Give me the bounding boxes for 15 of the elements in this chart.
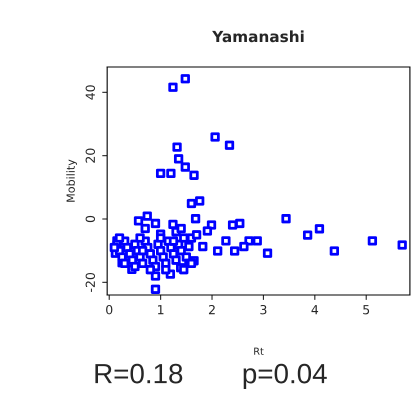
y-tick-label: -20 — [86, 272, 96, 292]
text: R=0.18 — [95, 364, 182, 384]
y-tick-label: 0 — [86, 216, 96, 222]
y-axis-title: Mobility — [66, 160, 78, 202]
x-tick-label: 0 — [106, 304, 112, 314]
chart-title: Yamanashi — [212, 30, 304, 42]
text: p=0.04 — [244, 364, 327, 389]
x-tick-label: 3 — [260, 304, 266, 314]
x-tick-label: 4 — [311, 305, 318, 314]
x-tick-label: 1 — [158, 305, 164, 314]
x-axis-title: Rt — [254, 348, 264, 355]
x-tick-label: 2 — [208, 304, 215, 314]
y-tick-label: 20 — [86, 148, 96, 163]
y-tick-label: 40 — [86, 85, 96, 100]
x-tick-label: 5 — [363, 305, 370, 314]
